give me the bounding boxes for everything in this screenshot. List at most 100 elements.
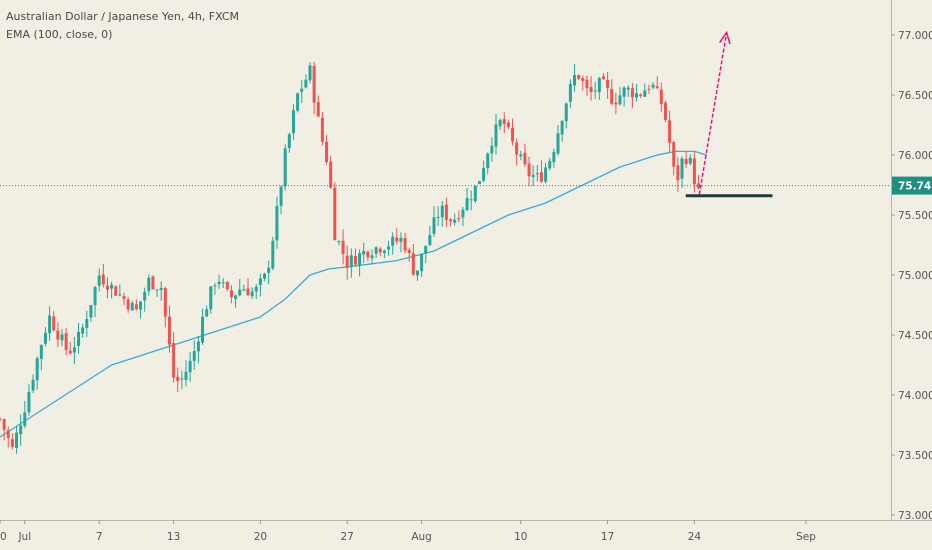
candle-body <box>498 120 502 127</box>
candle-body <box>444 204 448 220</box>
candle-body <box>337 241 341 243</box>
candle <box>238 278 242 297</box>
candle-body <box>221 282 225 284</box>
x-tick-label: 27 <box>341 531 354 543</box>
candle-body <box>72 347 76 353</box>
candle-body <box>436 216 440 218</box>
x-tick-label: Jul <box>17 531 31 543</box>
candle <box>246 278 250 296</box>
candle <box>581 75 585 91</box>
candle <box>415 270 419 281</box>
price-tag: 75.745 <box>892 176 932 195</box>
candle <box>155 289 159 297</box>
candle <box>196 335 200 364</box>
candle <box>267 260 271 285</box>
candle-body <box>229 290 233 298</box>
candle <box>250 287 254 299</box>
candle <box>300 79 304 103</box>
candle <box>593 81 597 100</box>
candle-body <box>482 167 486 181</box>
candle <box>201 308 205 345</box>
x-tick-label: Aug <box>411 531 432 543</box>
candle-body <box>473 185 477 202</box>
y-tick-label: 76.000 <box>898 150 932 162</box>
candle <box>77 322 81 354</box>
candle-body <box>163 288 167 317</box>
candle <box>659 82 663 112</box>
candle <box>647 84 651 94</box>
candle <box>610 79 614 106</box>
candle <box>167 305 171 353</box>
candle-body <box>449 219 453 222</box>
candle-body <box>105 285 109 290</box>
candle-body <box>254 286 258 292</box>
candle <box>52 311 56 332</box>
candle-body <box>626 87 630 90</box>
candle <box>19 414 23 446</box>
candle-body <box>655 86 659 89</box>
candle <box>544 162 548 184</box>
candle <box>692 150 696 193</box>
candle <box>606 71 610 99</box>
candle-body <box>606 79 610 88</box>
candle-body <box>23 412 27 426</box>
candle-body <box>19 425 23 435</box>
candle-body <box>134 304 138 310</box>
candle-body <box>258 278 262 286</box>
candle <box>601 73 605 80</box>
candle-body <box>535 173 539 175</box>
candle-body <box>610 88 614 104</box>
candle <box>556 125 560 156</box>
candle-body <box>424 245 428 254</box>
candle-body <box>585 79 589 88</box>
candle <box>31 374 35 394</box>
x-tick-label: 13 <box>167 531 180 543</box>
candle-body <box>391 236 395 246</box>
candle <box>89 304 93 322</box>
candle <box>279 185 283 215</box>
candle-body <box>250 291 254 297</box>
candle-body <box>184 371 188 380</box>
candle-body <box>676 165 680 181</box>
candle-body <box>39 345 43 359</box>
projection-arrow-head <box>719 30 731 45</box>
candle-body <box>490 145 494 154</box>
candle-body <box>688 157 692 164</box>
candle <box>72 337 76 365</box>
candle-body <box>544 167 548 182</box>
y-tick-label: 74.500 <box>898 330 932 342</box>
y-tick-label: 73.000 <box>898 510 932 522</box>
candle <box>403 232 407 254</box>
candle <box>511 118 515 146</box>
candle <box>10 433 14 450</box>
candle <box>589 76 593 101</box>
candle-body <box>697 183 701 189</box>
candle <box>221 278 225 288</box>
candle-body <box>64 333 68 350</box>
candle <box>552 148 556 169</box>
candle <box>630 83 634 109</box>
candle <box>626 85 630 97</box>
candle-body <box>378 248 382 253</box>
candle-body <box>325 141 329 163</box>
candle <box>263 272 267 282</box>
candle <box>370 249 374 265</box>
candle <box>2 418 6 441</box>
candle <box>535 164 539 182</box>
candle <box>697 175 701 190</box>
candle-body <box>465 198 469 211</box>
candle-body <box>118 294 122 296</box>
price-tag-label: 75.745 <box>898 181 932 193</box>
candle-body <box>407 249 411 253</box>
candle <box>56 322 60 348</box>
y-tick-label: 77.000 <box>898 30 932 42</box>
candle-body <box>564 103 568 122</box>
candle-body <box>358 253 362 266</box>
candle <box>126 296 130 313</box>
candle-body <box>415 270 419 276</box>
candle <box>457 210 461 223</box>
candle-body <box>374 247 378 254</box>
candle-body <box>27 392 31 413</box>
candle <box>506 119 510 130</box>
